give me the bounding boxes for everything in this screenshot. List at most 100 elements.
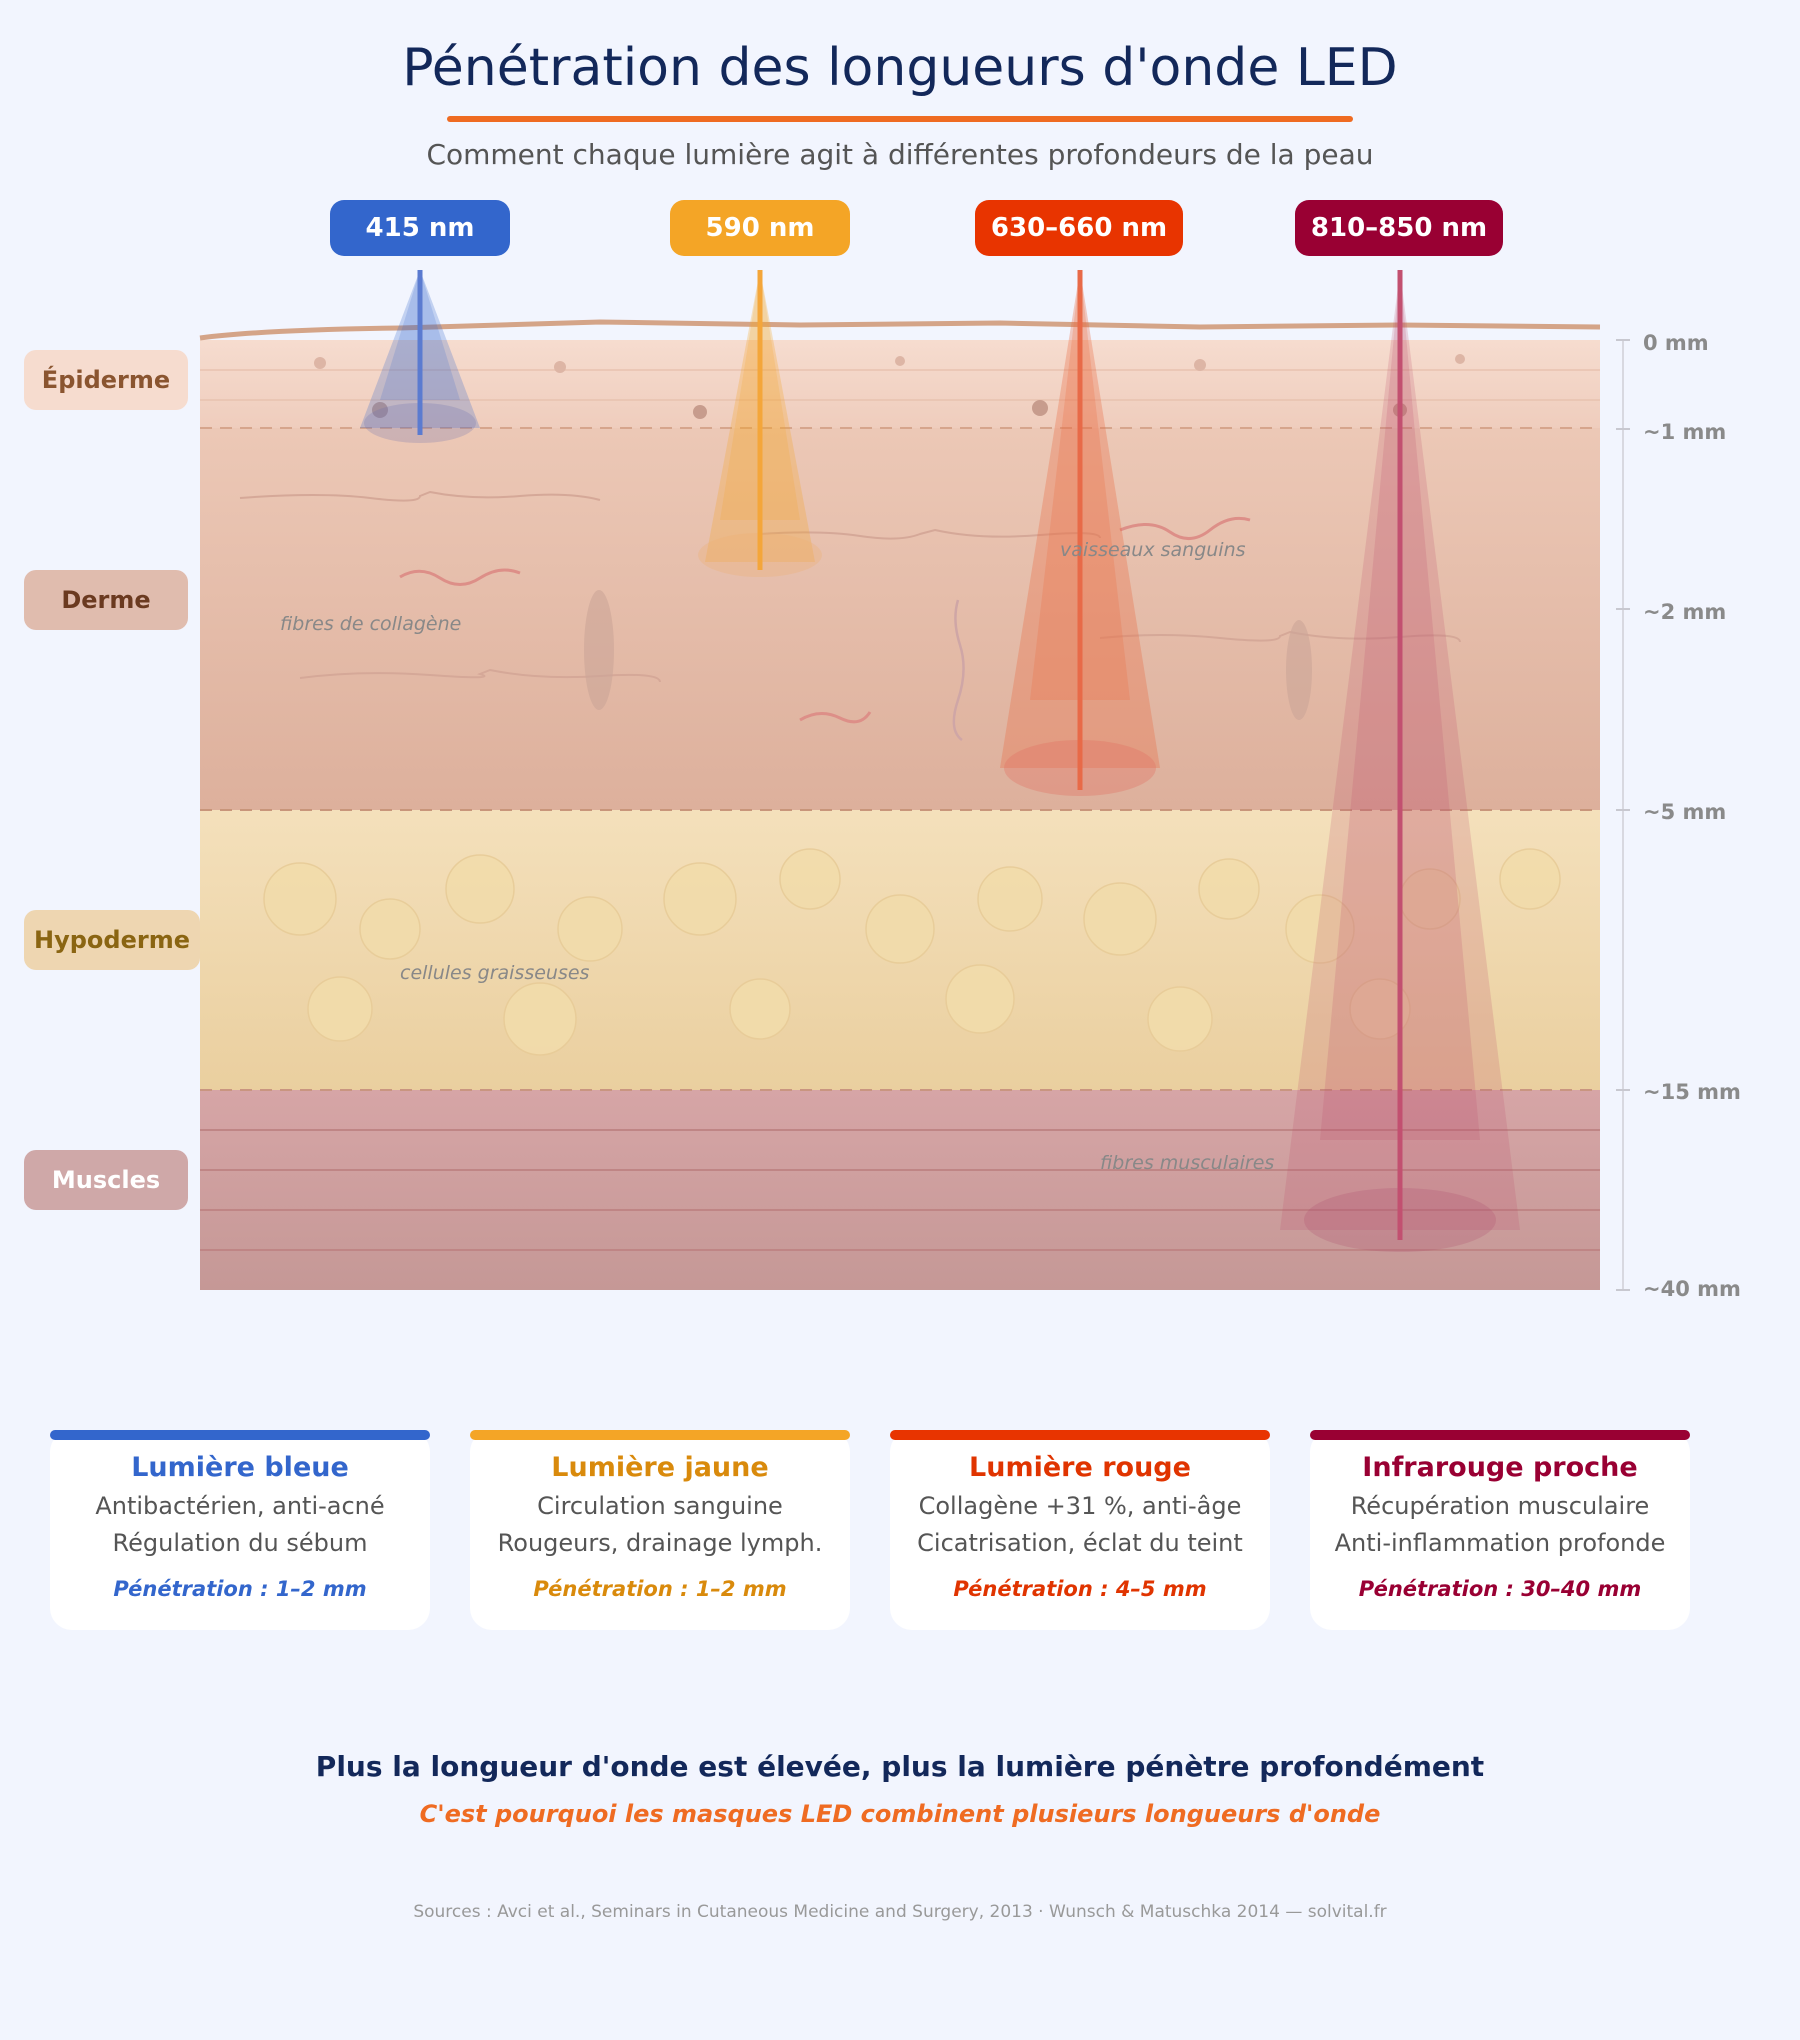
- cell-dot: [1194, 359, 1206, 371]
- annotation-vessels: vaisseaux sanguins: [1060, 539, 1246, 561]
- layer-label-hypoderme: Hypoderme: [24, 910, 200, 970]
- light-cone-630-660nm: [1000, 270, 1160, 796]
- badge-label: 630–660 nm: [990, 213, 1168, 243]
- annotation-collagen: fibres de collagène: [280, 613, 461, 635]
- depth-label-2mm: ~2 mm: [1643, 600, 1727, 624]
- annotation-muscle: fibres musculaires: [1100, 1152, 1274, 1174]
- fat-cell: [1147, 986, 1213, 1052]
- layer-label-derme: Derme: [24, 570, 188, 630]
- light-cone-810-850nm: [1280, 270, 1520, 1252]
- card-benefit-line: Circulation sanguine: [537, 1492, 783, 1520]
- fat-cell: [663, 862, 737, 936]
- blood-vessels: [399, 516, 1251, 724]
- badge-label: 415 nm: [365, 213, 475, 243]
- layer-label-text: Muscles: [51, 1166, 161, 1194]
- depth-label-40mm: ~40 mm: [1643, 1277, 1741, 1301]
- fat-cells: [263, 848, 1561, 1056]
- page-subtitle: Comment chaque lumière agit à différente…: [426, 138, 1374, 171]
- badge-label: 590 nm: [705, 213, 815, 243]
- card-yellow-light: Lumière jaune Circulation sanguine Rouge…: [470, 1430, 850, 1630]
- layer-label-text: Épiderme: [41, 366, 171, 394]
- card-near-infrared: Infrarouge proche Récupération musculair…: [1310, 1430, 1690, 1630]
- badge-590nm: 590 nm: [670, 200, 850, 256]
- card-benefit-line: Collagène +31 %, anti-âge: [918, 1492, 1242, 1520]
- card-title: Infrarouge proche: [1362, 1452, 1638, 1483]
- depth-label-1mm: ~1 mm: [1643, 420, 1727, 444]
- muscle-fibres: [200, 1129, 1600, 1251]
- depth-label-0mm: 0 mm: [1643, 331, 1709, 355]
- conclusion-subtext: C'est pourquoi les masques LED combinent…: [419, 1800, 1381, 1828]
- collagen-fibre: [759, 528, 1101, 540]
- card-title: Lumière rouge: [969, 1452, 1191, 1483]
- fat-cell: [359, 898, 421, 960]
- card-blue-light: Lumière bleue Antibactérien, anti-acné R…: [50, 1430, 430, 1630]
- fat-cell: [503, 982, 577, 1056]
- title-underline: [447, 116, 1353, 122]
- collagen-fibre: [1099, 630, 1461, 643]
- badge-630-660nm: 630–660 nm: [975, 200, 1183, 256]
- collagen-fibre: [239, 490, 601, 502]
- card-benefit-line: Récupération musculaire: [1350, 1492, 1650, 1520]
- card-benefit-line: Cicatrisation, éclat du teint: [917, 1529, 1243, 1557]
- depth-label-5mm: ~5 mm: [1643, 800, 1727, 824]
- fat-cell: [557, 896, 623, 962]
- skin-cells: [314, 354, 1465, 373]
- card-penetration: Pénétration : 1–2 mm: [113, 1577, 367, 1601]
- fat-cell: [1499, 848, 1561, 910]
- collagen-fibre: [299, 668, 661, 683]
- blood-vessel: [799, 711, 872, 724]
- card-benefit-line: Régulation du sébum: [112, 1529, 368, 1557]
- card-accent-bar: [470, 1430, 850, 1440]
- fat-cell: [1198, 858, 1260, 920]
- cell-dot: [1455, 354, 1465, 364]
- cell-dot: [314, 357, 326, 369]
- card-benefit-line: Rougeurs, drainage lymph.: [497, 1529, 823, 1557]
- fat-cell: [445, 854, 515, 924]
- vein: [952, 599, 965, 742]
- pores: [372, 400, 1407, 419]
- sources-citation: Sources : Avci et al., Seminars in Cutan…: [413, 1902, 1387, 1922]
- fat-cell: [865, 894, 935, 964]
- card-benefit-line: Anti-inflammation profonde: [1334, 1529, 1666, 1557]
- card-accent-bar: [890, 1430, 1270, 1440]
- hair-follicle: [1286, 620, 1312, 720]
- epidermis-layer: [200, 340, 1600, 428]
- fat-cell: [977, 866, 1043, 932]
- fat-cell: [263, 862, 337, 936]
- fat-cell: [1285, 894, 1355, 964]
- fat-cell: [945, 964, 1015, 1034]
- annotation-fat: cellules graisseuses: [400, 962, 590, 984]
- hair-follicle: [584, 590, 614, 710]
- card-accent-bar: [1310, 1430, 1690, 1440]
- layer-label-epiderme: Épiderme: [24, 350, 188, 410]
- fat-cell: [779, 848, 841, 910]
- skin-diagram: fibres de collagène vaisseaux sanguins c…: [199, 270, 1630, 1291]
- card-red-light: Lumière rouge Collagène +31 %, anti-âge …: [890, 1430, 1270, 1630]
- cell-dot: [554, 361, 566, 373]
- card-benefit-line: Antibactérien, anti-acné: [95, 1492, 385, 1520]
- badge-label: 810–850 nm: [1310, 213, 1488, 243]
- depth-label-15mm: ~15 mm: [1643, 1080, 1741, 1104]
- blood-vessel: [399, 568, 521, 586]
- skin-surface-line: [199, 319, 1601, 341]
- layer-label-muscles: Muscles: [24, 1150, 188, 1210]
- pore-dot: [1032, 400, 1048, 416]
- light-cone-415nm: [360, 270, 480, 443]
- card-penetration: Pénétration : 1–2 mm: [533, 1577, 787, 1601]
- layer-label-text: Derme: [61, 586, 151, 614]
- card-title: Lumière bleue: [131, 1452, 349, 1483]
- muscle-layer: [200, 1090, 1600, 1290]
- page-title: Pénétration des longueurs d'onde LED: [402, 38, 1398, 98]
- fat-cell: [1349, 978, 1411, 1040]
- card-penetration: Pénétration : 4–5 mm: [953, 1577, 1207, 1601]
- badge-810-850nm: 810–850 nm: [1295, 200, 1503, 256]
- fat-cell: [1083, 882, 1157, 956]
- pore-dot: [693, 405, 707, 419]
- card-penetration: Pénétration : 30–40 mm: [1358, 1577, 1642, 1601]
- fat-cell: [729, 978, 791, 1040]
- fat-cell: [307, 976, 373, 1042]
- collagen-fibres: [239, 490, 1461, 683]
- depth-scale-ticks: [1616, 339, 1630, 1291]
- card-title: Lumière jaune: [551, 1452, 769, 1483]
- pore-dot: [372, 402, 388, 418]
